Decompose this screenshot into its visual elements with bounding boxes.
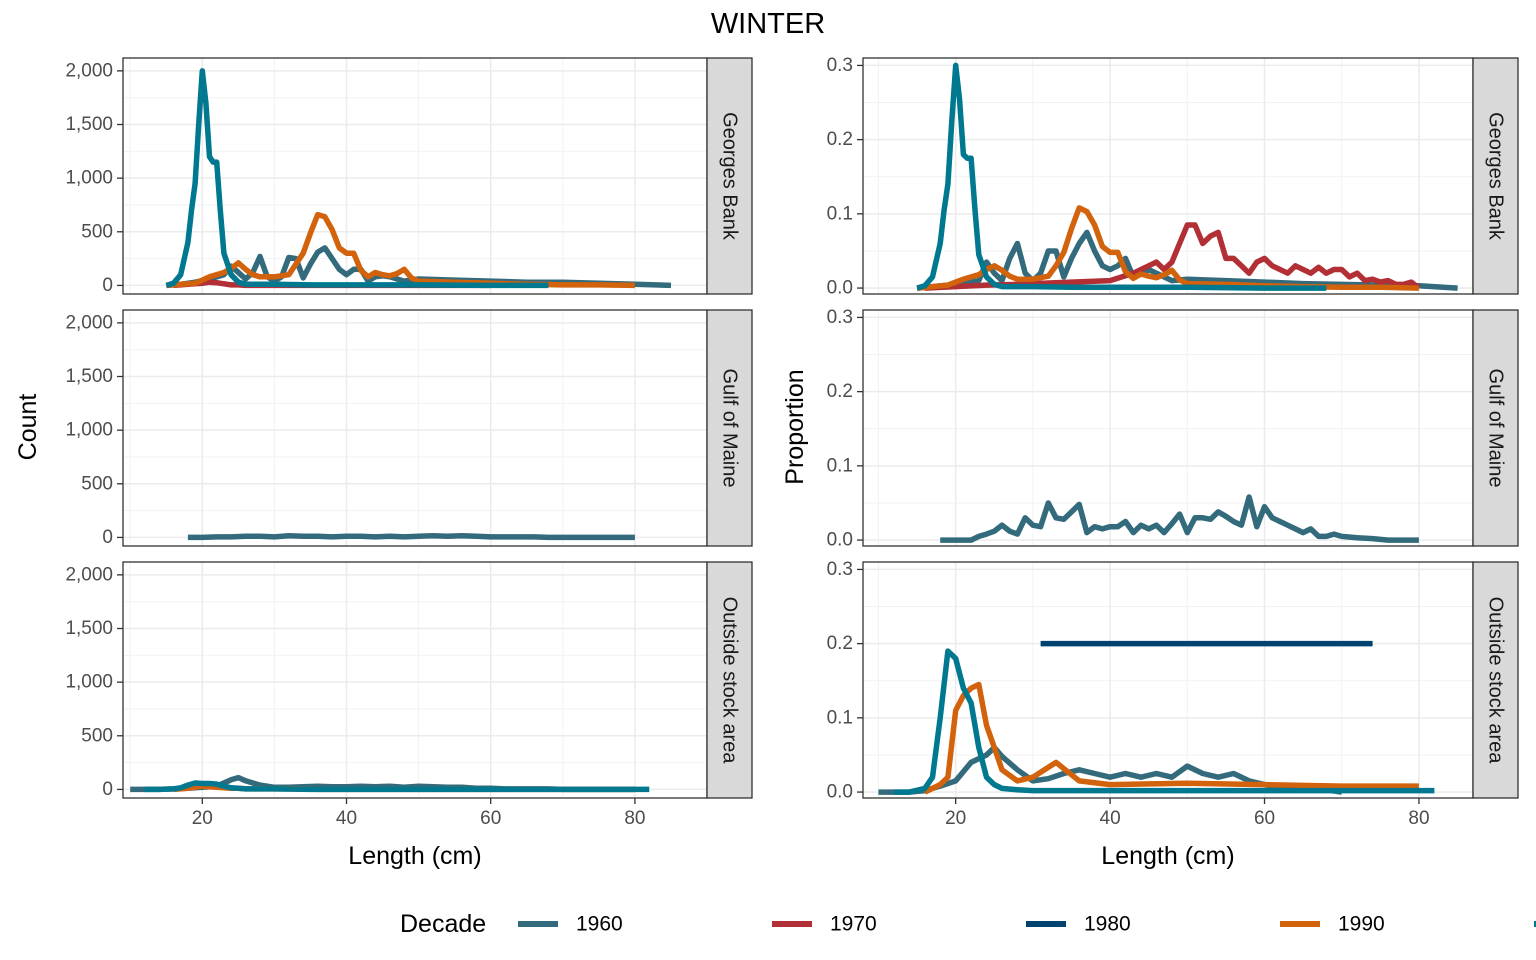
count-outside-stock-area-strip-label: Outside stock area bbox=[719, 597, 741, 765]
legend-label-1990: 1990 bbox=[1338, 913, 1385, 936]
count-outside-stock-area-series-2000-line bbox=[144, 780, 650, 793]
count-georges-bank-series-2000-line bbox=[165, 68, 549, 289]
legend-label-1970: 1970 bbox=[830, 913, 877, 936]
proportion-outside-stock-area-strip-label: Outside stock area bbox=[1485, 597, 1507, 765]
count-gulf-of-maine-strip bbox=[706, 309, 753, 547]
count-gulf-of-maine-series-1960-line bbox=[187, 533, 635, 541]
proportion-outside-stock-area-x-tick-label: 60 bbox=[1254, 808, 1275, 829]
proportion-gulf-of-maine-series-1960-line bbox=[940, 494, 1419, 543]
proportion-outside-stock-area-y-tick-label: 0.1 bbox=[827, 707, 853, 728]
proportion-outside-stock-area-y-tick-label: 0.0 bbox=[827, 782, 853, 803]
proportion-gulf-of-maine-y-tick-label: 0.1 bbox=[827, 455, 853, 476]
count-georges-bank-y-tick-label: 1,500 bbox=[65, 114, 113, 135]
count-outside-stock-area-strip bbox=[706, 561, 753, 799]
count-georges-bank-facet: Georges Bank 0 500 1,000 1,500 2,000 bbox=[65, 57, 753, 296]
proportion-outside-stock-area-facet: Outside stock area 0.0 0.1 0.2 0.3 20 40 60 80 bbox=[827, 559, 1519, 829]
count-georges-bank-y-tick-label: 0 bbox=[102, 275, 113, 296]
count-outside-stock-area-y-tick-label: 1,500 bbox=[65, 618, 113, 639]
proportion-georges-bank-series-1960-line bbox=[916, 229, 1458, 291]
proportion-outside-stock-area-y-tick-label: 0.3 bbox=[827, 559, 853, 580]
proportion-gulf-of-maine-strip bbox=[1472, 309, 1519, 547]
count-gulf-of-maine-y-tick-label: 2,000 bbox=[65, 312, 113, 333]
proportion-outside-stock-area-y-tick-label: 0.2 bbox=[827, 633, 853, 654]
proportion-outside-stock-area-series-1990-line bbox=[923, 681, 1419, 795]
proportion-outside-stock-area-x-tick-label: 80 bbox=[1408, 808, 1429, 829]
proportion-georges-bank-series-1990-line bbox=[916, 205, 1419, 291]
count-gulf-of-maine-strip-label: Gulf of Maine bbox=[719, 369, 741, 488]
count-outside-stock-area-facet: Outside stock area 0 500 1,000 1,500 2,000 20 4… bbox=[65, 561, 753, 829]
proportion-georges-bank-y-tick-label: 0.0 bbox=[827, 278, 853, 299]
proportion-georges-bank-series-1970-line bbox=[924, 222, 1421, 291]
proportion-outside-stock-area-strip bbox=[1472, 561, 1519, 799]
legend-label-1980: 1980 bbox=[1084, 913, 1131, 936]
proportion-georges-bank-plot-area bbox=[863, 58, 1473, 294]
proportion-outside-stock-area-plot-area bbox=[863, 562, 1473, 798]
proportion-gulf-of-maine-facet: Gulf of Maine 0.0 0.1 0.2 0.3 bbox=[827, 307, 1519, 551]
legend-title: Decade bbox=[400, 910, 486, 938]
proportion-georges-bank-y-tick-label: 0.3 bbox=[827, 55, 853, 76]
count-georges-bank-y-tick-label: 1,000 bbox=[65, 168, 113, 189]
proportion-georges-bank-series-2000-line bbox=[916, 62, 1327, 291]
count-outside-stock-area-x-tick-label: 60 bbox=[480, 808, 501, 829]
proportion-x-axis-title: Length (cm) bbox=[1101, 842, 1234, 870]
proportion-outside-stock-area-series-2000-line bbox=[893, 648, 1435, 795]
chart-title: WINTER bbox=[711, 8, 825, 40]
count-outside-stock-area-x-tick-label: 80 bbox=[624, 808, 645, 829]
proportion-georges-bank-strip bbox=[1472, 57, 1519, 295]
proportion-georges-bank-facet: Georges Bank 0.0 0.1 0.2 0.3 bbox=[827, 55, 1519, 299]
legend: Decade 19601970198019902000 bbox=[400, 910, 1536, 938]
count-gulf-of-maine-y-tick-label: 500 bbox=[81, 473, 113, 494]
proportion-gulf-of-maine-strip-label: Gulf of Maine bbox=[1485, 369, 1507, 488]
proportion-georges-bank-strip-label: Georges Bank bbox=[1485, 112, 1507, 241]
count-gulf-of-maine-y-tick-label: 0 bbox=[102, 527, 113, 548]
count-georges-bank-strip bbox=[706, 57, 753, 295]
proportion-gulf-of-maine-y-tick-label: 0.3 bbox=[827, 307, 853, 328]
proportion-y-axis-title: Proportion bbox=[781, 369, 809, 484]
count-outside-stock-area-y-tick-label: 0 bbox=[102, 779, 113, 800]
proportion-gulf-of-maine-y-tick-label: 0.0 bbox=[827, 530, 853, 551]
count-outside-stock-area-y-tick-label: 1,000 bbox=[65, 672, 113, 693]
count-gulf-of-maine-facet: Gulf of Maine 0 500 1,000 1,500 2,000 bbox=[65, 309, 753, 548]
count-georges-bank-y-tick-label: 500 bbox=[81, 221, 113, 242]
legend-label-1960: 1960 bbox=[576, 913, 623, 936]
count-outside-stock-area-y-tick-label: 500 bbox=[81, 725, 113, 746]
count-georges-bank-series-1990-line bbox=[166, 211, 635, 289]
count-gulf-of-maine-y-tick-label: 1,000 bbox=[65, 420, 113, 441]
count-outside-stock-area-x-tick-label: 20 bbox=[192, 808, 213, 829]
count-y-axis-title: Count bbox=[14, 394, 42, 461]
proportion-gulf-of-maine-plot-area bbox=[863, 310, 1473, 546]
count-georges-bank-strip-label: Georges Bank bbox=[719, 112, 741, 241]
count-outside-stock-area-x-tick-label: 40 bbox=[336, 808, 357, 829]
proportion-outside-stock-area-x-tick-label: 20 bbox=[945, 808, 966, 829]
count-georges-bank-y-tick-label: 2,000 bbox=[65, 60, 113, 81]
proportion-gulf-of-maine-y-tick-label: 0.2 bbox=[827, 381, 853, 402]
count-outside-stock-area-y-tick-label: 2,000 bbox=[65, 564, 113, 585]
count-x-axis-title: Length (cm) bbox=[348, 842, 481, 870]
count-gulf-of-maine-y-tick-label: 1,500 bbox=[65, 366, 113, 387]
proportion-georges-bank-y-tick-label: 0.2 bbox=[827, 129, 853, 150]
proportion-outside-stock-area-x-tick-label: 40 bbox=[1100, 808, 1121, 829]
proportion-georges-bank-y-tick-label: 0.1 bbox=[827, 203, 853, 224]
